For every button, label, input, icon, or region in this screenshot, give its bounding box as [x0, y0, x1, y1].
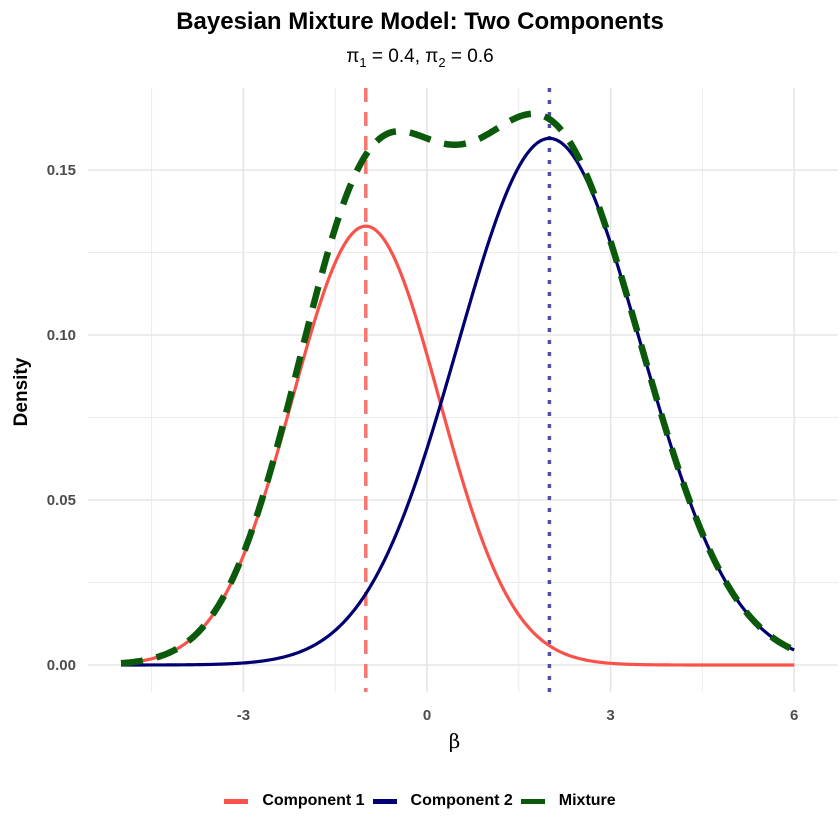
legend-item-component-1: Component 1	[224, 792, 365, 810]
y-tick-label: 0.05	[47, 492, 76, 509]
legend-label: Component 1	[262, 792, 365, 809]
chart-subtitle: π1 = 0.4, π2 = 0.6	[0, 46, 840, 70]
legend-key-component-2	[372, 798, 397, 804]
chart-title: Bayesian Mixture Model: Two Components	[176, 8, 664, 35]
legend: Component 1 Component 2 Mixture	[0, 792, 840, 810]
x-tick-label: -3	[237, 707, 250, 724]
legend-key-component-1	[224, 798, 249, 804]
y-axis-label: Density	[11, 357, 32, 426]
y-tick-label: 0.15	[47, 162, 76, 179]
line-mixture	[120, 110, 796, 667]
y-tick-label: 0.00	[47, 657, 76, 674]
legend-item-component-2: Component 2	[372, 792, 513, 810]
legend-label: Component 2	[410, 792, 513, 809]
x-axis-label: β	[449, 729, 461, 753]
y-tick-label: 0.10	[47, 327, 76, 344]
subtitle-pi1: π1 = 0.4, π2 = 0.6	[346, 46, 494, 70]
legend-key-mixture	[520, 798, 545, 804]
x-tick-label: 3	[606, 707, 614, 724]
legend-item-mixture: Mixture	[520, 792, 616, 810]
x-tick-label: 6	[790, 707, 798, 724]
line-component-2	[121, 136, 795, 667]
legend-label: Mixture	[558, 792, 616, 809]
x-tick-label: 0	[423, 707, 431, 724]
